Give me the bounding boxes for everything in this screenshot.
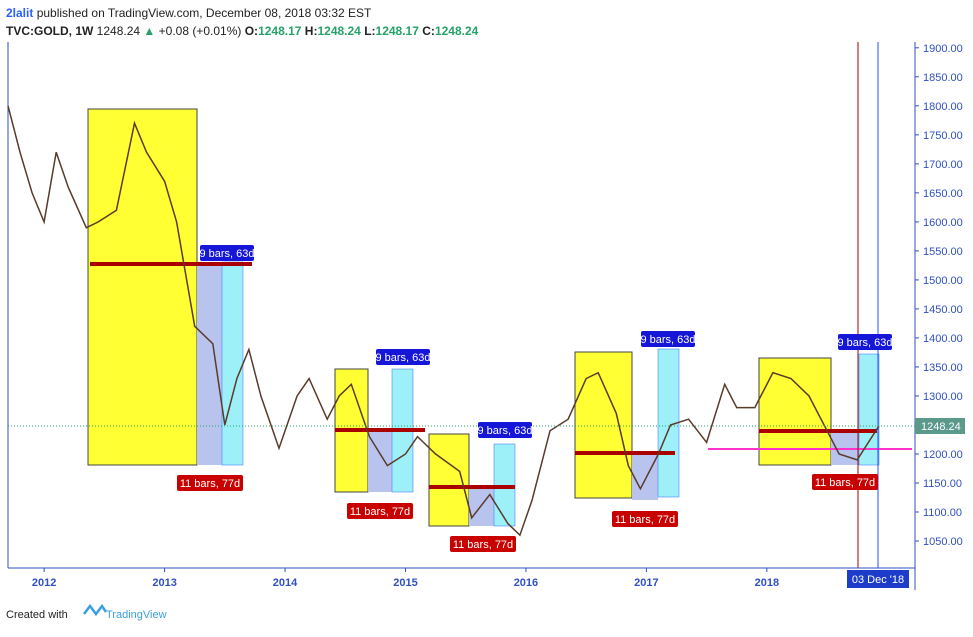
range-label-bg	[838, 334, 892, 350]
change: +0.08 (+0.01%)	[159, 24, 242, 38]
range-label-bg	[347, 503, 413, 519]
range-label: 9 bars, 63d	[477, 425, 532, 437]
price-tag: 1248.24	[921, 421, 961, 433]
range-label: 11 bars, 77d	[815, 477, 875, 489]
range-label-bg	[450, 536, 516, 552]
y-tick-label: 1150.00	[923, 478, 962, 490]
y-tick-label: 1400.00	[923, 333, 963, 345]
y-tick-label: 1600.00	[923, 217, 963, 229]
range-label: 11 bars, 77d	[180, 478, 240, 490]
y-tick-label: 1750.00	[923, 130, 963, 142]
y-tick-label: 1850.00	[923, 72, 963, 84]
y-tick-label: 1900.00	[923, 43, 963, 55]
ohlc-key: O:	[245, 24, 258, 38]
y-tick-label: 1100.00	[923, 507, 962, 519]
range-label-bg	[612, 511, 678, 527]
y-tick-label: 1300.00	[923, 391, 963, 403]
y-tick-label: 1800.00	[923, 101, 963, 113]
date-tag-bg	[847, 570, 909, 588]
y-tick-label: 1050.00	[923, 536, 963, 548]
range-label: 9 bars, 63d	[837, 337, 892, 349]
range-label: 11 bars, 77d	[453, 539, 513, 551]
y-tick-label: 1700.00	[923, 159, 963, 171]
x-tick-label: 2016	[514, 577, 538, 589]
range-label: 11 bars, 77d	[350, 506, 410, 518]
y-tick-label: 1500.00	[923, 275, 963, 287]
range-label: 9 bars, 63d	[375, 352, 430, 364]
ohlc-key: H:	[305, 24, 318, 38]
x-tick-label: 2012	[32, 577, 56, 589]
ohlc-value: 1248.24	[435, 24, 479, 38]
logo	[83, 603, 108, 617]
price-tag-bg	[915, 417, 965, 434]
x-tick-label: 2014	[273, 577, 298, 589]
range-label-bg	[200, 245, 254, 261]
box	[574, 351, 633, 499]
footer-text: Created with	[6, 609, 68, 621]
symbol: TVC:GOLD, 1W	[6, 24, 94, 38]
range-label-bg	[376, 349, 430, 365]
ohlc: O:1248.17 H:1248.24 L:1248.17 C:1248.24	[245, 24, 479, 38]
last: 1248.24	[97, 24, 141, 38]
range-label-bg	[478, 422, 532, 438]
footer-brand[interactable]: TradingView	[106, 609, 167, 621]
published: published on TradingView.com, December 0…	[37, 6, 372, 20]
y-tick-label: 1450.00	[923, 304, 963, 316]
price-line	[7, 105, 880, 537]
box	[87, 108, 198, 466]
box	[428, 433, 470, 527]
x-tick-label: 2013	[152, 577, 176, 589]
range	[221, 261, 244, 466]
range-label-bg	[812, 474, 878, 490]
range	[197, 262, 222, 465]
ohlc-value: 1248.17	[376, 24, 420, 38]
date-tag: 03 Dec '18	[852, 574, 904, 586]
ohlc-value: 1248.17	[258, 24, 302, 38]
range-label: 9 bars, 63d	[640, 334, 695, 346]
y-tick-label: 1650.00	[923, 188, 963, 200]
header-line: 2lalit published on TradingView.com, Dec…	[6, 6, 372, 20]
ohlc-key: C:	[422, 24, 435, 38]
x-tick-label: 2015	[393, 577, 417, 589]
range	[858, 353, 880, 466]
arrow: ▲	[143, 24, 155, 38]
range-label-bg	[177, 475, 243, 491]
range-label: 9 bars, 63d	[199, 248, 254, 260]
ohlc-value: 1248.24	[317, 24, 361, 38]
y-tick-label: 1200.00	[923, 449, 963, 461]
range-label-bg	[641, 331, 695, 347]
y-tick-label: 1550.00	[923, 246, 963, 258]
x-tick-label: 2018	[755, 577, 779, 589]
publisher[interactable]: 2lalit	[6, 6, 33, 20]
ohlc-key: L:	[364, 24, 375, 38]
x-tick-label: 2017	[634, 577, 658, 589]
symbol-line: TVC:GOLD, 1W 1248.24 ▲ +0.08 (+0.01%) O:…	[6, 24, 479, 38]
y-tick-label: 1350.00	[923, 362, 963, 374]
range-label: 11 bars, 77d	[615, 514, 675, 526]
